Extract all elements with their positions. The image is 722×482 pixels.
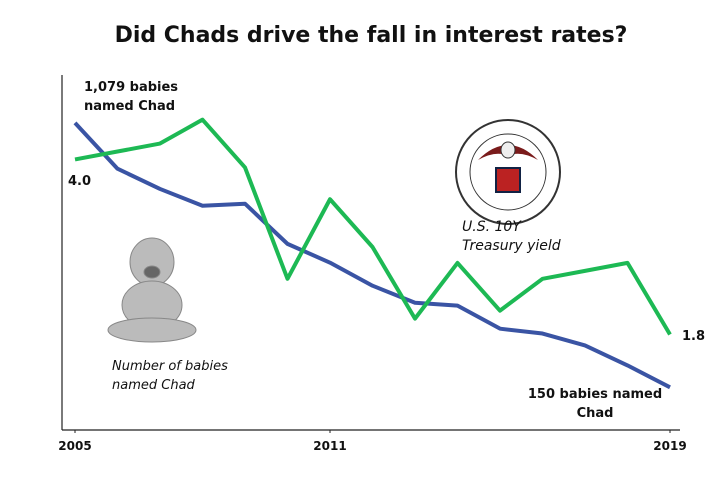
x-tick-label: 2019 xyxy=(653,439,686,453)
baby-image xyxy=(107,237,197,343)
x-tick-label: 2011 xyxy=(313,439,346,453)
series-label: Number of babies named Chad xyxy=(112,359,228,393)
value-label: 150 babies named Chad xyxy=(527,387,663,421)
series-label: U.S. 10Y Treasury yield xyxy=(462,219,561,254)
line xyxy=(74,117,672,336)
value-label: 1.8 xyxy=(682,329,706,344)
x-tick-label: 2005 xyxy=(58,439,91,453)
value-label: 1,079 babies named Chad xyxy=(84,80,179,114)
line xyxy=(73,121,671,390)
chart-title: Did Chads drive the fall in interest rat… xyxy=(115,23,628,48)
fed-seal xyxy=(455,119,561,225)
value-label: 4.0 xyxy=(68,174,92,189)
